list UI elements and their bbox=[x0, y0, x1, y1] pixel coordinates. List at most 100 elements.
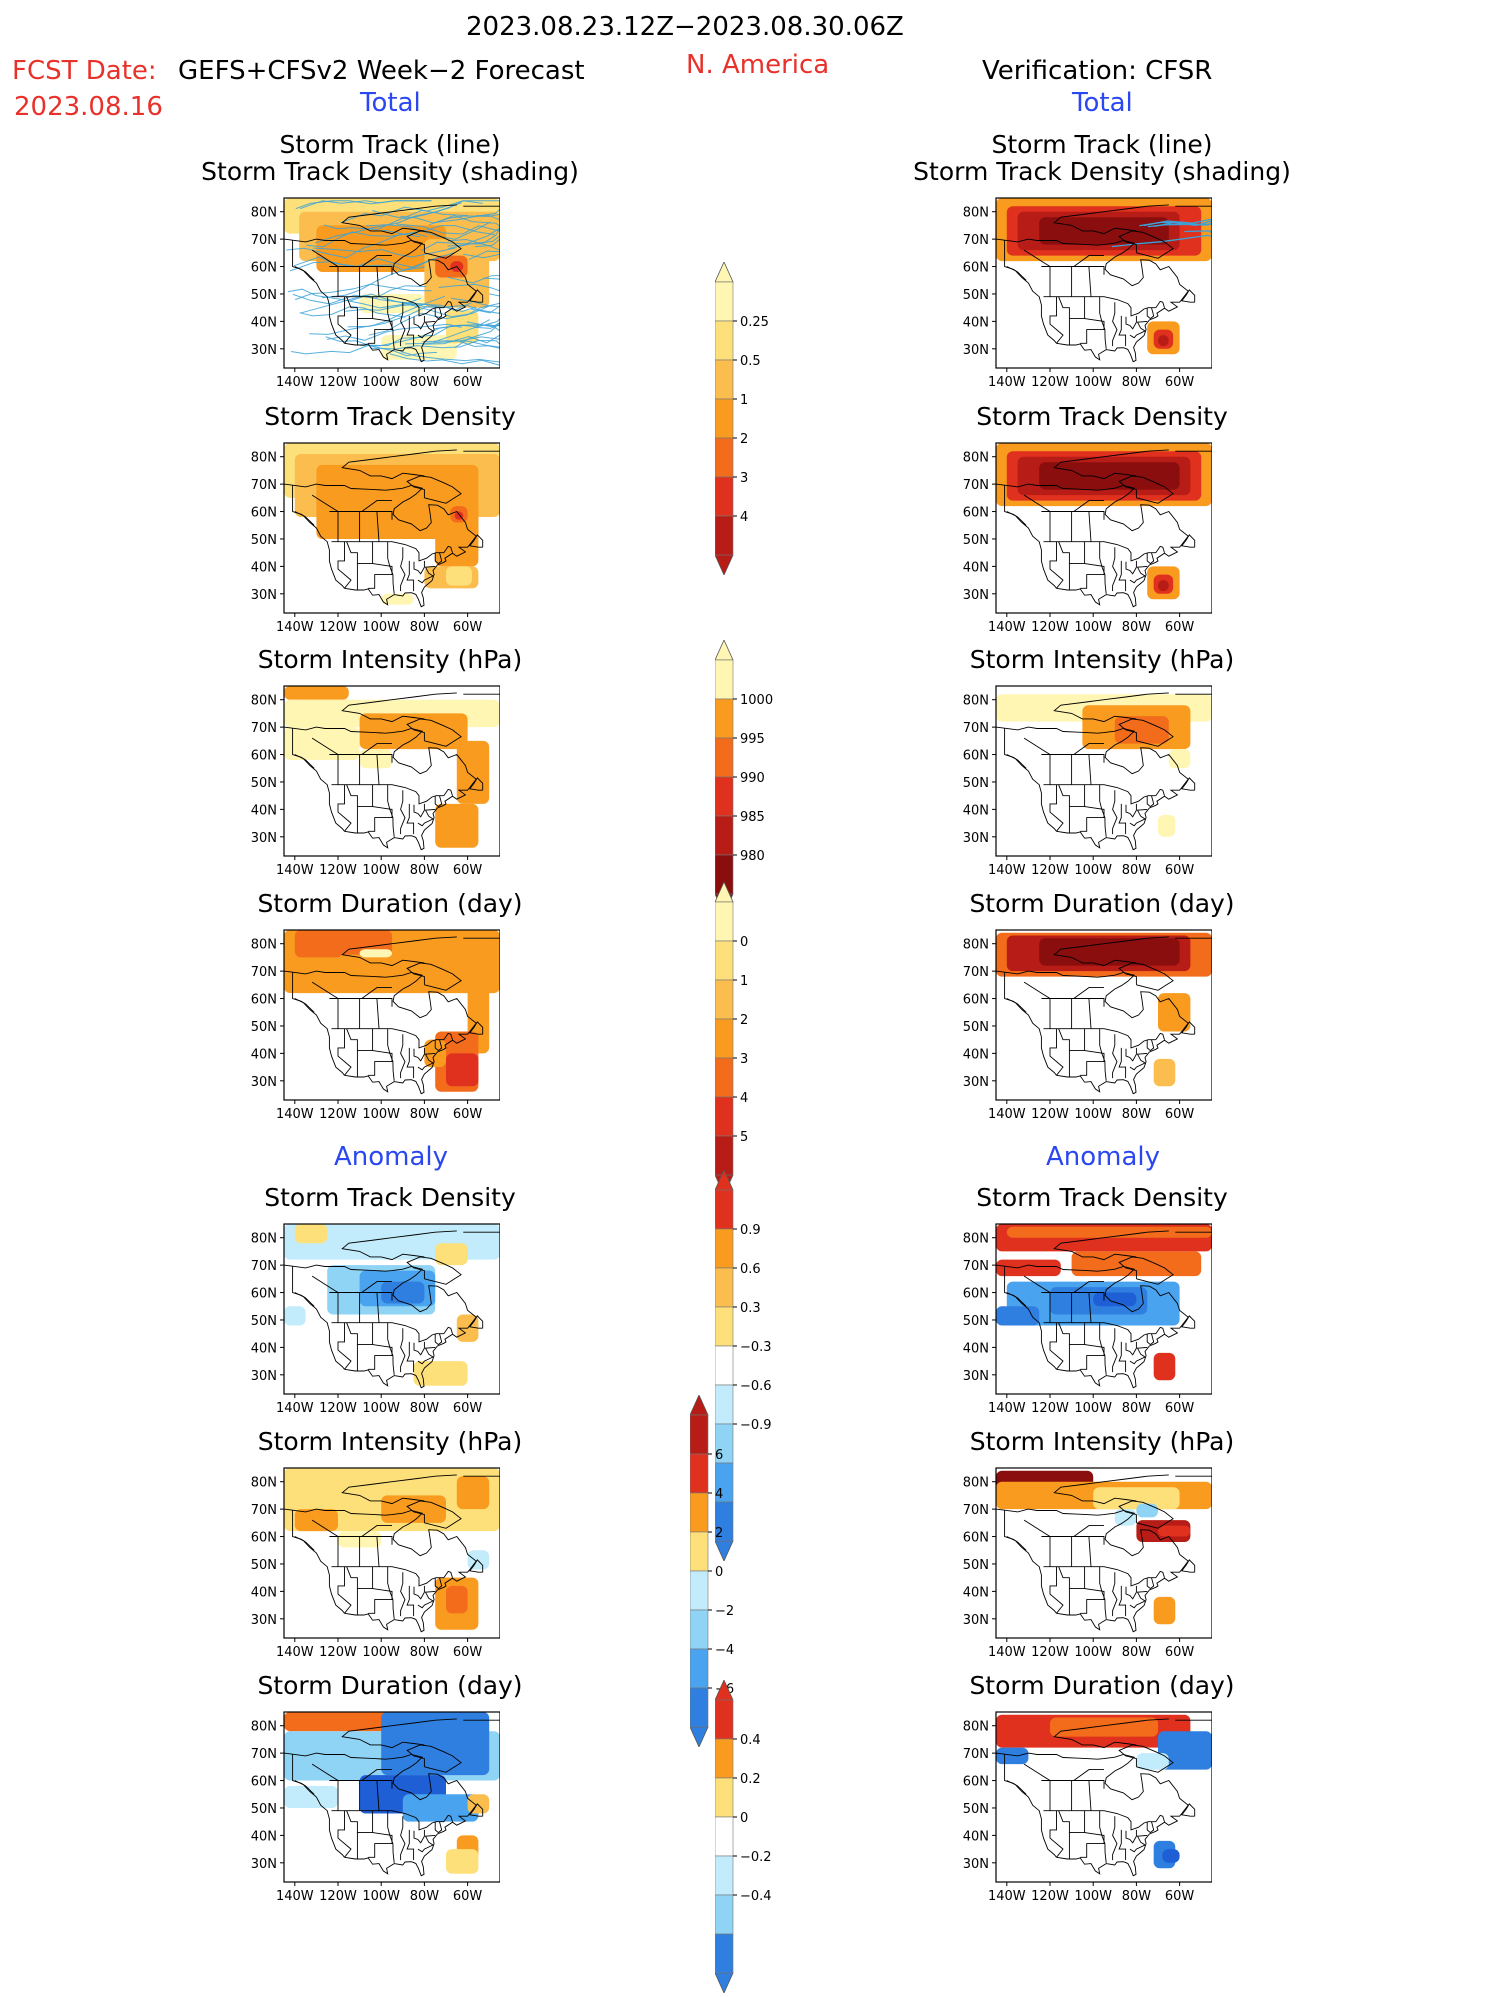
lon-tick-label: 60W bbox=[1165, 1107, 1195, 1122]
colorbar-tick-label: 5 bbox=[740, 1130, 748, 1145]
lon-tick-label: 80W bbox=[410, 1401, 440, 1416]
lat-tick-label: 30N bbox=[251, 831, 277, 846]
lon-tick-label: 80W bbox=[410, 1645, 440, 1660]
fcst-date: 2023.08.16 bbox=[14, 92, 163, 122]
lat-tick-label: 70N bbox=[963, 1747, 989, 1762]
lon-tick-label: 100W bbox=[1074, 1107, 1112, 1122]
lat-tick-label: 40N bbox=[963, 1341, 989, 1356]
lat-tick-label: 60N bbox=[251, 993, 277, 1008]
colorbar-tick-label: 0 bbox=[740, 935, 748, 950]
colorbar-density-anomaly: 0.9 0.6 0.3 −0.3 −0.6 −0.9 bbox=[714, 1169, 795, 1565]
right-duration-title: Storm Duration (day) bbox=[969, 889, 1235, 918]
lon-tick-label: 120W bbox=[319, 863, 357, 878]
lon-tick-label: 100W bbox=[362, 1889, 400, 1904]
map-forecast-density-anomaly: 140W 120W 100W 80W 60W 80N 70N 60N 50N 40N 30N bbox=[240, 1216, 500, 1426]
lon-tick-label: 80W bbox=[1122, 863, 1152, 878]
lon-tick-label: 100W bbox=[362, 863, 400, 878]
colorbar-tick-label: −2 bbox=[715, 1604, 734, 1619]
colorbar-tick-label: 4 bbox=[740, 1091, 748, 1106]
lat-tick-label: 80N bbox=[963, 1232, 989, 1247]
lon-tick-label: 100W bbox=[362, 375, 400, 390]
lon-tick-label: 100W bbox=[362, 1401, 400, 1416]
lat-tick-label: 60N bbox=[251, 1287, 277, 1302]
colorbar-tick-label: 0 bbox=[715, 1565, 723, 1580]
lat-tick-label: 70N bbox=[251, 1259, 277, 1274]
lat-tick-label: 50N bbox=[251, 288, 277, 303]
right-anom-duration-title: Storm Duration (day) bbox=[969, 1671, 1235, 1700]
lat-tick-label: 60N bbox=[251, 1531, 277, 1546]
lon-tick-label: 140W bbox=[276, 863, 314, 878]
lon-tick-label: 140W bbox=[276, 1401, 314, 1416]
lon-tick-label: 60W bbox=[453, 863, 483, 878]
lat-tick-label: 40N bbox=[963, 803, 989, 818]
lon-tick-label: 120W bbox=[319, 1107, 357, 1122]
map-forecast-duration-anomaly: 140W 120W 100W 80W 60W 80N 70N 60N 50N 40N 30N bbox=[240, 1704, 500, 1914]
lon-tick-label: 80W bbox=[1122, 1107, 1152, 1122]
lat-tick-label: 80N bbox=[251, 206, 277, 221]
lat-tick-label: 50N bbox=[251, 1802, 277, 1817]
colorbar-tick-label: 990 bbox=[740, 771, 765, 786]
lon-tick-label: 140W bbox=[988, 1645, 1026, 1660]
lat-tick-label: 60N bbox=[963, 1287, 989, 1302]
colorbar-tick-label: −0.6 bbox=[740, 1379, 772, 1394]
lat-tick-label: 70N bbox=[251, 233, 277, 248]
lat-tick-label: 60N bbox=[251, 749, 277, 764]
lon-tick-label: 100W bbox=[1074, 1889, 1112, 1904]
lat-tick-label: 80N bbox=[251, 1232, 277, 1247]
colorbar-duration-total: 0 1 2 3 4 5 bbox=[714, 881, 795, 1199]
lon-tick-label: 120W bbox=[319, 375, 357, 390]
date-range-title: 2023.08.23.12Z−2023.08.30.06Z bbox=[466, 12, 904, 42]
lat-tick-label: 60N bbox=[251, 261, 277, 276]
lat-tick-label: 70N bbox=[963, 965, 989, 980]
lat-tick-label: 30N bbox=[963, 1857, 989, 1872]
lon-tick-label: 140W bbox=[988, 375, 1026, 390]
lat-tick-label: 50N bbox=[963, 1314, 989, 1329]
lat-tick-label: 80N bbox=[251, 1476, 277, 1491]
lon-tick-label: 100W bbox=[1074, 620, 1112, 635]
colorbar-tick-label: 985 bbox=[740, 810, 765, 825]
lon-tick-label: 60W bbox=[1165, 1401, 1195, 1416]
lat-tick-label: 60N bbox=[963, 506, 989, 521]
lon-tick-label: 60W bbox=[1165, 1889, 1195, 1904]
map-forecast-duration-total: 140W 120W 100W 80W 60W 80N 70N 60N 50N 40N 30N bbox=[240, 922, 500, 1132]
lon-tick-label: 60W bbox=[453, 1889, 483, 1904]
lat-tick-label: 60N bbox=[963, 1775, 989, 1790]
lat-tick-label: 50N bbox=[963, 776, 989, 791]
lat-tick-label: 50N bbox=[251, 1020, 277, 1035]
lat-tick-label: 50N bbox=[963, 1020, 989, 1035]
lat-tick-label: 60N bbox=[963, 749, 989, 764]
lat-tick-label: 30N bbox=[251, 343, 277, 358]
lat-tick-label: 70N bbox=[251, 1747, 277, 1762]
lon-tick-label: 120W bbox=[319, 620, 357, 635]
left-anom-intensity-title: Storm Intensity (hPa) bbox=[257, 1427, 523, 1456]
lat-tick-label: 50N bbox=[963, 288, 989, 303]
left-track-line-title: Storm Track (line) bbox=[279, 130, 501, 159]
lat-tick-label: 30N bbox=[251, 1075, 277, 1090]
lat-tick-label: 50N bbox=[251, 1558, 277, 1573]
colorbar-tick-label: 3 bbox=[740, 471, 748, 486]
colorbar-tick-label: 995 bbox=[740, 732, 765, 747]
lat-tick-label: 80N bbox=[251, 694, 277, 709]
lat-tick-label: 30N bbox=[963, 1613, 989, 1628]
map-forecast-intensity-total: 140W 120W 100W 80W 60W 80N 70N 60N 50N 40N 30N bbox=[240, 678, 500, 888]
right-intensity-title: Storm Intensity (hPa) bbox=[969, 645, 1235, 674]
lat-tick-label: 70N bbox=[963, 478, 989, 493]
lat-tick-label: 60N bbox=[251, 1775, 277, 1790]
map-forecast-track-total: 140W 120W 100W 80W 60W 80N 70N 60N 50N 40N 30N bbox=[240, 190, 500, 400]
colorbar-tick-label: 1 bbox=[740, 393, 748, 408]
lon-tick-label: 80W bbox=[1122, 620, 1152, 635]
lat-tick-label: 80N bbox=[963, 938, 989, 953]
colorbar-tick-label: 0.9 bbox=[740, 1223, 761, 1238]
colorbar-tick-label: 2 bbox=[740, 432, 748, 447]
right-track-shading-title: Storm Track Density (shading) bbox=[913, 157, 1291, 186]
lat-tick-label: 80N bbox=[963, 694, 989, 709]
lon-tick-label: 60W bbox=[1165, 375, 1195, 390]
lon-tick-label: 140W bbox=[276, 1889, 314, 1904]
left-intensity-title: Storm Intensity (hPa) bbox=[257, 645, 523, 674]
lat-tick-label: 40N bbox=[251, 1047, 277, 1062]
map-verification-intensity-total: 140W 120W 100W 80W 60W 80N 70N 60N 50N 40N 30N bbox=[952, 678, 1212, 888]
lat-tick-label: 40N bbox=[251, 315, 277, 330]
colorbar-tick-label: 0.25 bbox=[740, 315, 769, 330]
total-left-label: Total bbox=[360, 88, 421, 118]
